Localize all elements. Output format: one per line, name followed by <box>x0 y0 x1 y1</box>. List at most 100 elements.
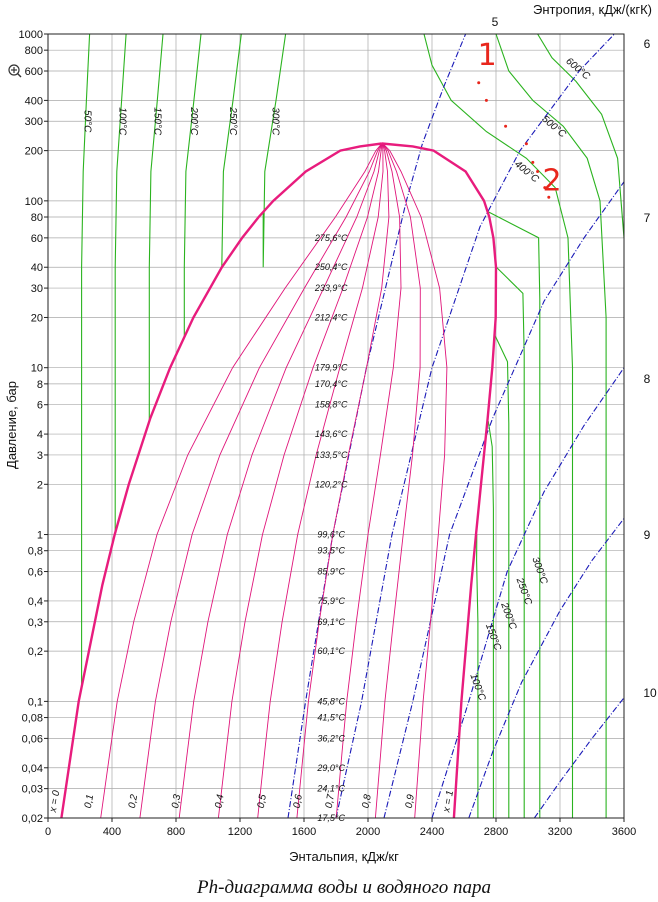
quality-label: 0,5 <box>256 793 269 809</box>
y-tick-label: 4 <box>37 429 43 441</box>
y-tick-label: 400 <box>25 95 43 107</box>
saturation-temperature-label: 275,6°C <box>314 233 348 243</box>
quality-line <box>381 143 448 819</box>
y-tick-label: 0,4 <box>28 596 43 608</box>
entropy-axis-title: Энтропия, кДж/(кгК) <box>533 2 652 17</box>
quality-line <box>257 143 384 819</box>
isentrope-label: 9 <box>644 528 651 542</box>
quality-line <box>335 143 402 819</box>
quality-label: 0,3 <box>170 793 183 809</box>
isotherm-label: 600°C <box>563 56 592 83</box>
quality-lines <box>100 143 448 819</box>
isotherm-label: 100°C <box>116 107 127 136</box>
isotherm-liquid-300°C <box>262 34 287 268</box>
y-tick-label: 300 <box>25 116 43 128</box>
process-dot <box>484 98 488 102</box>
x-tick-label: 800 <box>167 826 185 838</box>
axes: 0 400 800 1200 1600 2000 2400 2800 3200 360010008… <box>19 15 657 838</box>
y-tick-label: 0,3 <box>28 617 43 629</box>
process-dot <box>524 142 528 146</box>
y-tick-label: 40 <box>31 262 43 274</box>
saturated-vapor-line <box>381 142 498 819</box>
y-tick-label: 0,03 <box>22 784 43 796</box>
x-axis-title: Энтальпия, кДж/кг <box>289 849 399 864</box>
process-point-label: 1 <box>478 38 497 73</box>
isentrope-lines <box>287 34 624 818</box>
saturation-temperature-label: 233,9°C <box>314 283 348 293</box>
quality-label: 0,8 <box>361 793 374 809</box>
quality-label: x = 1 <box>441 790 456 815</box>
isotherm-liquid-150°C <box>148 34 164 421</box>
y-tick-label: 3 <box>37 450 43 462</box>
saturation-temperature-label: 36,2°C <box>317 733 345 743</box>
process-dot <box>531 160 535 164</box>
y-tick-label: 0,04 <box>22 763 43 775</box>
y-tick-label: 600 <box>25 66 43 78</box>
y-axis-title: Давление, бар <box>4 381 19 469</box>
isotherm-vapor-500°C <box>495 34 607 818</box>
quality-label: x = 0 <box>48 789 63 814</box>
isotherm-liquid-200°C <box>183 34 202 336</box>
process-dot <box>504 124 508 128</box>
isentrope-label: 10 <box>643 686 657 700</box>
y-tick-label: 0,8 <box>28 546 43 558</box>
isotherm-label: 150°C <box>152 107 163 136</box>
saturation-temperature-label: 41,5°C <box>317 713 345 723</box>
y-tick-label: 0,06 <box>22 733 43 745</box>
x-tick-label: 400 <box>103 826 121 838</box>
saturation-temperature-label: 133,5°C <box>315 450 348 460</box>
quality-line <box>178 143 383 819</box>
y-tick-label: 80 <box>31 212 43 224</box>
saturated-liquid-line <box>60 142 383 819</box>
isentrope-5 <box>287 34 467 818</box>
isentrope-label: 8 <box>644 372 651 386</box>
y-tick-label: 8 <box>37 379 43 391</box>
saturation-temperature-label: 69,1°C <box>317 617 345 627</box>
isentrope-9 <box>468 518 624 818</box>
quality-line <box>296 143 390 819</box>
saturation-temperature-label: 212,4°C <box>314 312 348 322</box>
isotherm-liquid-100°C <box>114 34 127 535</box>
isotherm-label: 100°C <box>467 672 487 703</box>
saturation-temperature-label: 60,1°C <box>317 646 345 656</box>
y-tick-label: 800 <box>25 45 43 57</box>
process-dot <box>543 186 547 190</box>
isotherm-label: 300°C <box>269 107 280 136</box>
x-tick-label: 1600 <box>292 826 316 838</box>
isotherm-label: 150°C <box>483 622 503 653</box>
chart-title: Ph-диаграмма воды и водяного пара <box>196 877 491 898</box>
quality-line <box>139 143 383 819</box>
y-tick-label: 200 <box>25 146 43 158</box>
isotherm-label: 50°C <box>81 110 92 133</box>
isotherm-label: 200°C <box>188 106 199 136</box>
isentrope-7 <box>383 181 624 818</box>
saturation-temperature-label: 29,0°C <box>316 763 345 773</box>
saturation-temperature-label: 143,6°C <box>315 429 348 439</box>
isotherm-label: 200°C <box>498 600 518 632</box>
isotherm-label: 300°C <box>529 556 549 587</box>
process-annotations: 12 <box>477 38 562 199</box>
quality-line <box>374 143 421 819</box>
isotherm-liquid-50°C <box>81 34 91 689</box>
zoom-icon[interactable] <box>8 64 22 78</box>
quality-label: 0,2 <box>127 793 140 809</box>
y-tick-label: 0,2 <box>28 646 43 658</box>
y-tick-label: 100 <box>25 196 43 208</box>
saturation-temperature-label: 170,4°C <box>315 379 348 389</box>
saturation-dome <box>60 142 498 819</box>
y-tick-label: 10 <box>31 363 43 375</box>
process-dot <box>536 169 540 173</box>
saturation-temperature-label: 99,6°C <box>317 530 345 540</box>
isentrope-10 <box>533 697 624 818</box>
y-tick-label: 2 <box>37 479 43 491</box>
isotherm-vapor-400°C <box>423 34 574 818</box>
quality-label: 0,1 <box>83 794 96 810</box>
isotherm-vapor-100°C <box>476 534 479 818</box>
y-tick-label: 1000 <box>19 29 43 41</box>
x-tick-label: 2000 <box>356 826 380 838</box>
y-tick-label: 0,1 <box>28 696 43 708</box>
y-tick-label: 1 <box>37 530 43 542</box>
x-tick-label: 2400 <box>420 826 444 838</box>
y-tick-label: 6 <box>37 400 43 412</box>
